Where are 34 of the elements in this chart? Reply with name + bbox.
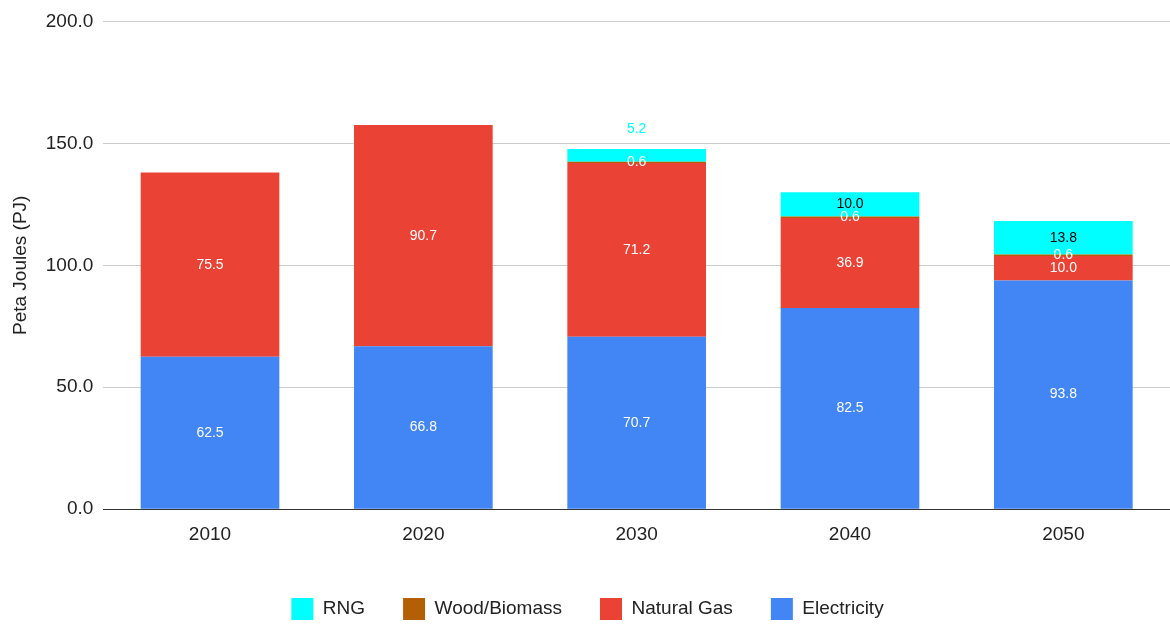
data-label: 71.2 [623, 240, 651, 257]
data-label: 0.6 [626, 153, 647, 170]
y-tick-label: 50.0 [56, 375, 94, 397]
data-label: 5.2 [626, 119, 647, 136]
data-label: 36.9 [836, 253, 864, 270]
x-tick-label: 2050 [1042, 522, 1085, 544]
bar [354, 125, 493, 347]
data-label: 93.8 [1049, 385, 1078, 402]
bar [140, 172, 280, 357]
legend-label: RNG [322, 597, 366, 619]
x-tick-label: 2010 [188, 522, 232, 544]
bar [780, 307, 920, 509]
legend-label: Wood/Biomass [434, 597, 563, 619]
y-tick-label: 150.0 [45, 131, 94, 153]
y-axis-title: Peta Joules (PJ) [8, 195, 30, 335]
x-tick-label: 2020 [402, 522, 445, 544]
y-tick-label: 200.0 [45, 9, 94, 31]
data-label: 62.5 [196, 423, 224, 440]
x-tick-label: 2030 [615, 522, 658, 544]
data-label: 90.7 [409, 226, 438, 243]
data-label: 82.5 [836, 399, 864, 416]
data-label: 13.8 [1049, 228, 1078, 245]
bar [994, 280, 1133, 509]
legend-label: Electricity [802, 597, 885, 619]
bar [354, 346, 493, 509]
bar [567, 336, 707, 509]
legend-label: Natural Gas [631, 597, 733, 619]
y-tick-label: 0.0 [66, 497, 94, 519]
data-label: 66.8 [409, 418, 438, 435]
x-tick-label: 2040 [828, 522, 872, 544]
data-label: 75.5 [196, 255, 224, 272]
bar [140, 356, 280, 509]
y-tick-label: 100.0 [45, 253, 94, 275]
data-label: 70.7 [623, 413, 651, 430]
